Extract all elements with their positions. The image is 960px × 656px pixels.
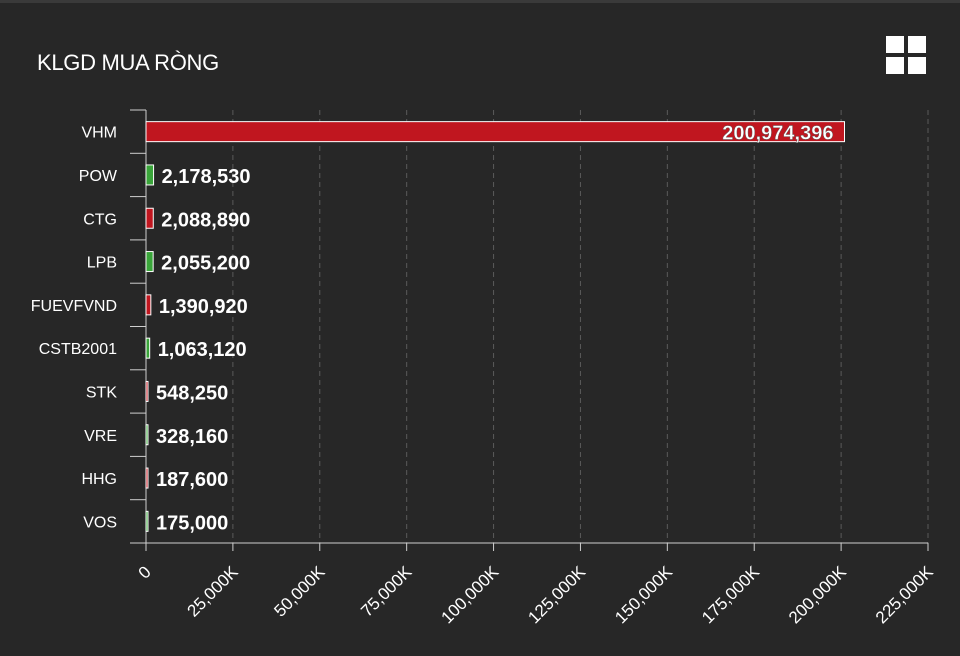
x-tick-label: 200,000K xyxy=(785,562,850,627)
bar-hhg xyxy=(145,467,149,489)
data-label: 2,178,530 xyxy=(162,166,251,188)
data-label: 328,160 xyxy=(156,426,228,448)
bar-vos xyxy=(145,510,149,532)
data-label: 2,055,200 xyxy=(161,253,250,275)
bar-cstb2001 xyxy=(145,337,151,359)
bar-ctg xyxy=(145,207,154,229)
x-tick-label: 225,000K xyxy=(872,562,937,627)
x-tick-label: 50,000K xyxy=(270,562,329,621)
x-tick-label: 75,000K xyxy=(357,562,416,621)
data-label: 175,000 xyxy=(156,512,228,534)
x-tick-label: 150,000K xyxy=(611,562,676,627)
category-label: CSTB2001 xyxy=(39,341,117,358)
category-label: LPB xyxy=(87,255,117,272)
bar-fuevfvnd xyxy=(145,294,152,316)
x-tick-label: 100,000K xyxy=(437,562,502,627)
data-label: 1,390,920 xyxy=(159,296,248,318)
category-label: VRE xyxy=(84,428,117,445)
bar-stk xyxy=(145,380,149,402)
bar-vre xyxy=(145,424,149,446)
category-label: VHM xyxy=(81,125,117,142)
x-tick-label: 125,000K xyxy=(524,562,589,627)
category-label: HHG xyxy=(81,471,117,488)
bar-lpb xyxy=(145,251,154,273)
category-label: FUEVFVND xyxy=(31,298,117,315)
bar-vhm xyxy=(145,121,845,143)
data-label: 200,974,396 xyxy=(722,123,833,145)
chart-title: KLGD MUA RÒNG xyxy=(37,50,219,75)
data-label: 548,250 xyxy=(156,382,228,404)
data-label: 1,063,120 xyxy=(158,339,247,361)
category-label: VOS xyxy=(83,514,117,531)
data-label: 187,600 xyxy=(156,469,228,491)
x-tick-label: 25,000K xyxy=(183,562,242,621)
bar-pow xyxy=(145,164,155,186)
grid-menu-icon[interactable] xyxy=(886,36,926,74)
x-tick-label: 0 xyxy=(135,562,155,582)
category-label: STK xyxy=(86,384,117,401)
category-label: POW xyxy=(79,168,118,185)
data-label: 2,088,890 xyxy=(161,209,250,231)
x-tick-label: 175,000K xyxy=(698,562,763,627)
category-label: CTG xyxy=(83,211,117,228)
